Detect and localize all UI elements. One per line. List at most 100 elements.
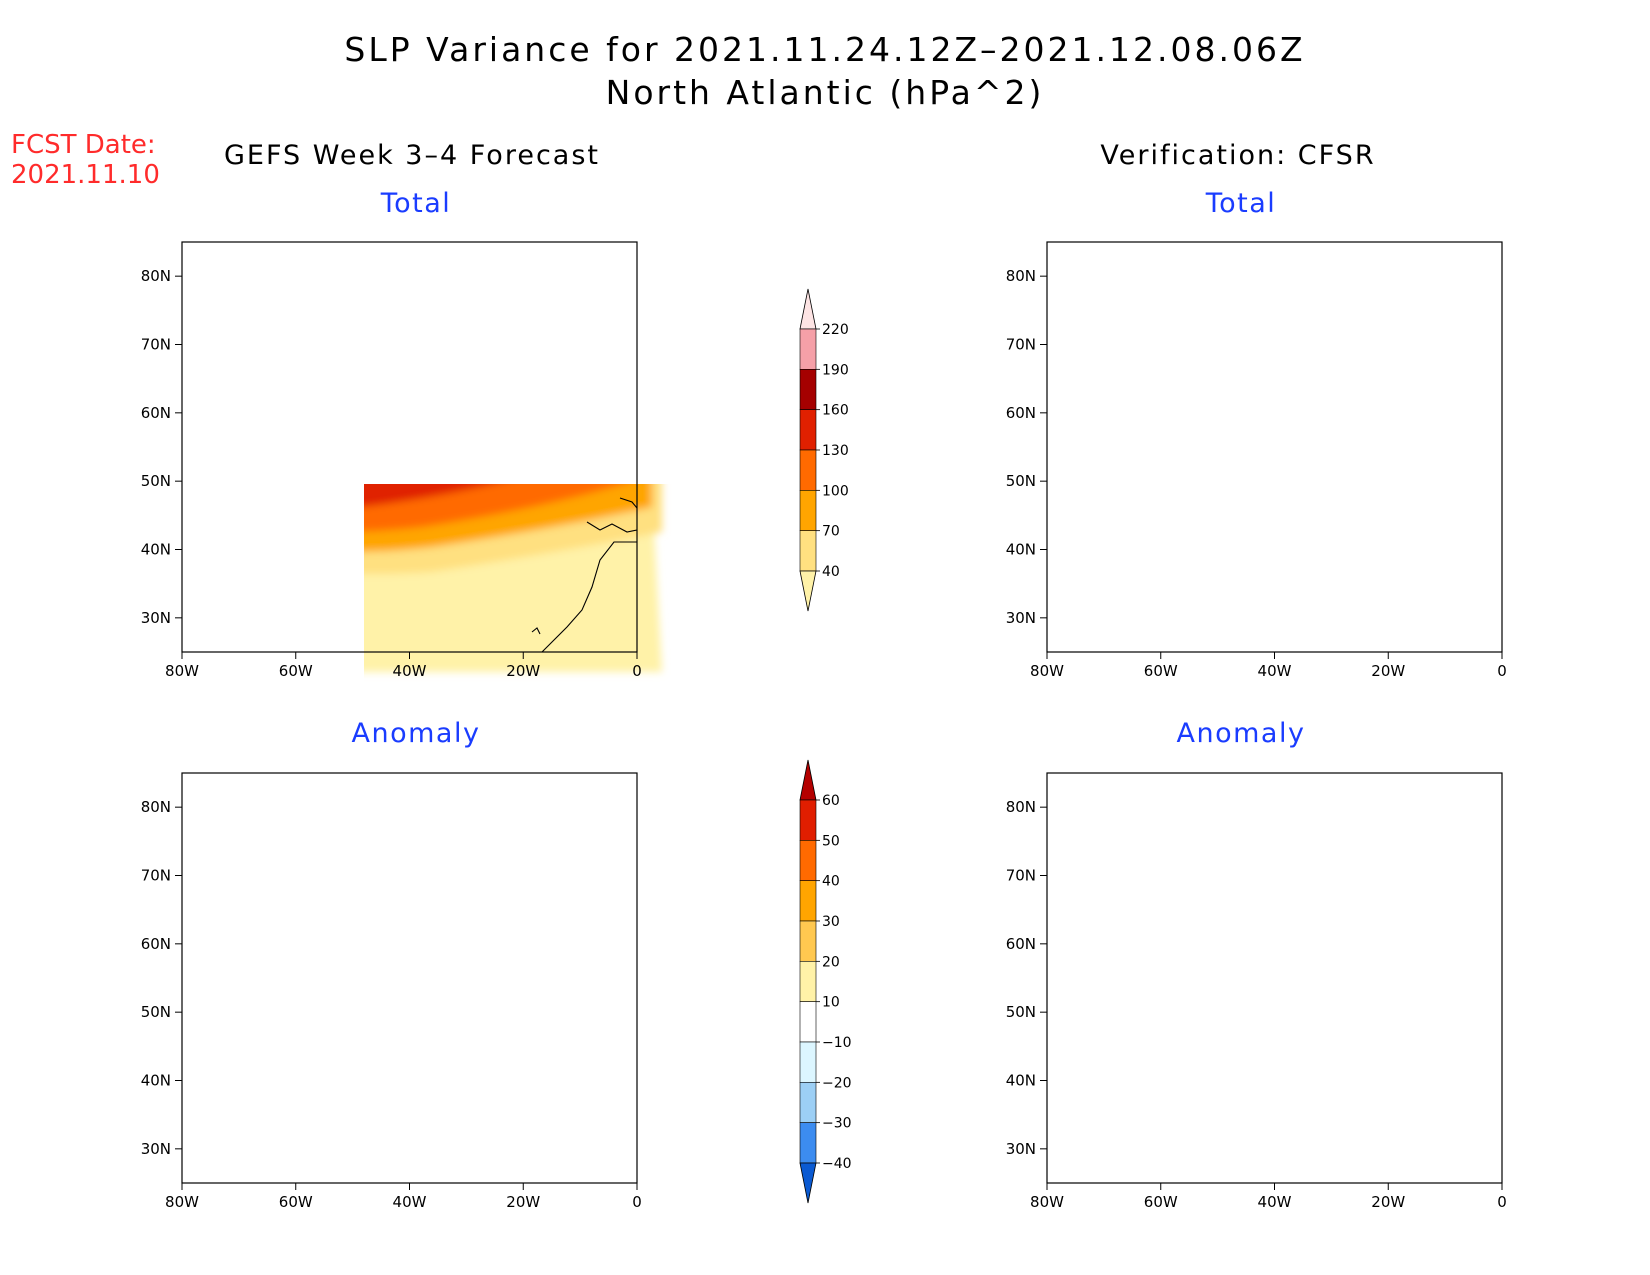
lat-tick-label: 50N [1006, 1003, 1036, 1021]
lat-tick-label: 70N [1006, 867, 1036, 885]
lat-tick-label: 60N [1006, 404, 1036, 422]
main-subtitle: North Atlantic (hPa^2) [605, 73, 1045, 112]
lat-tick-label: 50N [1006, 472, 1036, 490]
verification-anomaly-subtitle: Anomaly [1176, 718, 1306, 749]
colorbar-box [799, 920, 817, 962]
lon-tick-label: 60W [279, 662, 313, 680]
lat-tick-label: 40N [1006, 1072, 1036, 1090]
colorbar-box [799, 1082, 817, 1123]
forecast-anomaly-map [181, 772, 638, 1184]
colorbar-label: 10 [822, 995, 840, 1011]
lat-tick-label: 80N [1006, 267, 1036, 285]
verification-total-map [1046, 241, 1503, 653]
colorbar-box [799, 449, 817, 491]
forecast-anomaly-subtitle: Anomaly [351, 718, 481, 749]
lat-tick-label: 30N [141, 609, 171, 627]
colorbar-box [799, 328, 817, 370]
lat-tick-label: 70N [141, 336, 171, 354]
forecast-total-subtitle: Total [380, 188, 452, 219]
lon-tick-label: 0 [632, 1193, 642, 1211]
colorbar-label: 130 [822, 443, 849, 459]
lat-tick-label: 40N [141, 1072, 171, 1090]
fcst-date-label: FCST Date: [11, 130, 156, 160]
verification-anomaly-map [1046, 772, 1503, 1184]
colorbar-label: 40 [822, 564, 840, 580]
colorbar-label: −40 [822, 1156, 852, 1172]
lat-tick-label: 80N [1006, 798, 1036, 816]
verification-total-axes: 30N 40N 50N 60N 70N 80N 80W 60W 40W 20W 0 [1006, 267, 1507, 680]
lat-tick-label: 80N [141, 798, 171, 816]
lon-tick-label: 80W [165, 1193, 199, 1211]
fcst-date-value: 2021.11.10 [11, 160, 160, 190]
lon-tick-label: 20W [1371, 1193, 1405, 1211]
lon-tick-label: 40W [1258, 1193, 1292, 1211]
lon-tick-label: 20W [506, 662, 540, 680]
colorbar-label: −30 [822, 1116, 852, 1132]
colorbar-label: 40 [822, 874, 840, 890]
colorbar-box [799, 530, 817, 572]
anomaly-colorbar: 60 50 40 30 20 10 −10 −20 −30 −40 [799, 759, 852, 1204]
colorbar-label: −10 [822, 1035, 852, 1051]
forecast-column-title: GEFS Week 3–4 Forecast [223, 140, 600, 171]
forecast-total-map [181, 241, 662, 672]
colorbar-label: 160 [822, 403, 849, 419]
colorbar-box [799, 799, 817, 841]
colorbar-end-top [799, 759, 817, 801]
colorbar-end-top [799, 288, 817, 330]
total-colorbar: 220 190 160 130 100 70 40 [799, 288, 849, 612]
colorbar-label: −20 [822, 1075, 852, 1091]
lon-tick-label: 20W [506, 1193, 540, 1211]
lon-tick-label: 80W [165, 662, 199, 680]
main-title: SLP Variance for 2021.11.24.12Z–2021.12.… [344, 30, 1306, 69]
colorbar-box [799, 840, 817, 881]
verification-column-title: Verification: CFSR [1100, 140, 1376, 171]
map-axes: 30N 40N 50N 60N 70N 80N 80W 60W 40W 20W 0 30N 40N 50N… [141, 267, 1507, 1211]
colorbar-label: 30 [822, 914, 840, 930]
colorbar-end-bottom [799, 570, 817, 612]
colorbar-box [799, 961, 817, 1002]
lat-tick-label: 40N [141, 541, 171, 559]
colorbar-label: 60 [822, 793, 840, 809]
lon-tick-label: 0 [1497, 662, 1507, 680]
lat-tick-label: 40N [1006, 541, 1036, 559]
colorbar-box [799, 1122, 817, 1164]
colorbar-end-bottom [799, 1162, 817, 1204]
colorbar-label: 190 [822, 362, 849, 378]
lat-tick-label: 70N [141, 867, 171, 885]
lat-tick-label: 60N [141, 404, 171, 422]
lon-tick-label: 60W [1144, 1193, 1178, 1211]
lon-tick-label: 0 [1497, 1193, 1507, 1211]
colorbar-box [799, 490, 817, 531]
forecast-total-axes: 30N 40N 50N 60N 70N 80N 80W 60W 40W 20W 0 [141, 267, 642, 680]
lon-tick-label: 0 [632, 662, 642, 680]
lon-tick-label: 80W [1030, 1193, 1064, 1211]
lat-tick-label: 80N [141, 267, 171, 285]
lon-tick-label: 60W [1144, 662, 1178, 680]
lat-tick-label: 30N [1006, 609, 1036, 627]
lon-tick-label: 40W [393, 662, 427, 680]
colorbar-label: 20 [822, 954, 840, 970]
colorbar-box [799, 1041, 817, 1083]
colorbar-box [799, 1001, 817, 1043]
lat-tick-label: 70N [1006, 336, 1036, 354]
lat-tick-label: 30N [141, 1140, 171, 1158]
lat-tick-label: 60N [1006, 935, 1036, 953]
colorbar-box [799, 369, 817, 410]
colorbar-label: 70 [822, 524, 840, 540]
colorbar-label: 50 [822, 833, 840, 849]
forecast-anomaly-axes: 30N 40N 50N 60N 70N 80N 80W 60W 40W 20W 0 [141, 798, 642, 1211]
lon-tick-label: 60W [279, 1193, 313, 1211]
colorbar-label: 220 [822, 322, 849, 338]
verification-anomaly-axes: 30N 40N 50N 60N 70N 80N 80W 60W 40W 20W 0 [1006, 798, 1507, 1211]
lat-tick-label: 30N [1006, 1140, 1036, 1158]
verification-total-subtitle: Total [1205, 188, 1277, 219]
lon-tick-label: 80W [1030, 662, 1064, 680]
colorbar-label: 100 [822, 483, 849, 499]
colorbar-box [799, 409, 817, 451]
lon-tick-label: 20W [1371, 662, 1405, 680]
lat-tick-label: 50N [141, 1003, 171, 1021]
lon-tick-label: 40W [393, 1193, 427, 1211]
lat-tick-label: 50N [141, 472, 171, 490]
lon-tick-label: 40W [1258, 662, 1292, 680]
